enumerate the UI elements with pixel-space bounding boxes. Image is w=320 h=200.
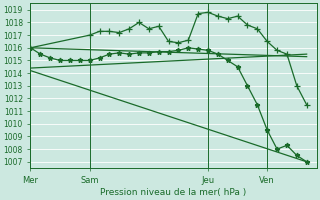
X-axis label: Pression niveau de la mer( hPa ): Pression niveau de la mer( hPa ) bbox=[100, 188, 247, 197]
